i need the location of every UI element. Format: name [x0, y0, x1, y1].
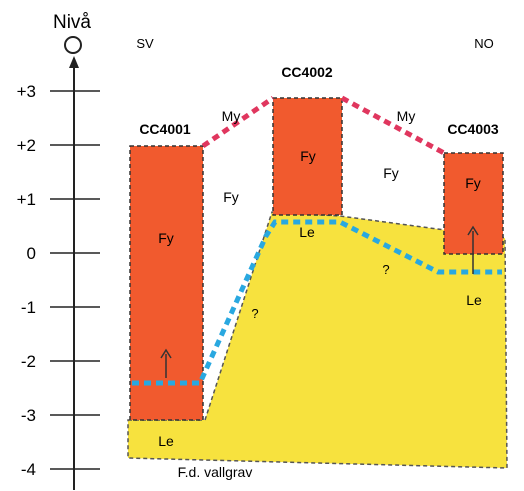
- axis-tick-label: +2: [17, 136, 36, 155]
- axis-tick-label: -2: [21, 352, 36, 371]
- axis-circle-icon: [64, 36, 82, 54]
- axis-tick-label: -3: [21, 406, 36, 425]
- core-label-cc4001: CC4001: [139, 121, 191, 137]
- core-cc4001: [129, 145, 204, 421]
- level-axis: Nivå +3 +2 +1 0 -1 -2 -3 -4: [17, 12, 100, 490]
- axis-tick-label: 0: [27, 244, 36, 263]
- myr-label: My: [222, 108, 241, 124]
- core-fill-label: Fy: [465, 175, 481, 191]
- axis-ticks: +3 +2 +1 0 -1 -2 -3 -4: [17, 82, 100, 479]
- clay-label: Le: [158, 433, 174, 449]
- arrow-up-icon: [160, 348, 172, 378]
- arrow-up-icon: [467, 225, 479, 274]
- peat-line-right: [340, 95, 446, 156]
- orientation-no: NO: [474, 36, 494, 51]
- core-label-cc4002: CC4002: [281, 64, 333, 80]
- core-label-cc4003: CC4003: [447, 121, 499, 137]
- question-mark: ?: [382, 262, 389, 277]
- axis-tick-label: +1: [17, 190, 36, 209]
- water-line: [132, 219, 502, 386]
- axis-tick-label: -4: [21, 460, 36, 479]
- moat-label: F.d. vallgrav: [178, 464, 253, 480]
- peat-line-left: [201, 95, 275, 149]
- question-mark: ?: [251, 306, 258, 321]
- clay-label: Le: [466, 292, 482, 308]
- core-fill-label: Fy: [158, 230, 174, 246]
- clay-layer: [127, 211, 508, 469]
- core-cc4002: [272, 97, 343, 216]
- orientation-sv: SV: [136, 36, 154, 51]
- fill-label: Fy: [383, 165, 399, 181]
- myr-label: My: [397, 108, 416, 124]
- axis-tick-label: -1: [21, 298, 36, 317]
- clay-label: Le: [299, 224, 315, 240]
- fill-label: Fy: [223, 189, 239, 205]
- axis-arrow-icon: [69, 56, 79, 68]
- core-fill-label: Fy: [300, 148, 316, 164]
- axis-title: Nivå: [53, 12, 91, 33]
- axis-tick-label: +3: [17, 82, 36, 101]
